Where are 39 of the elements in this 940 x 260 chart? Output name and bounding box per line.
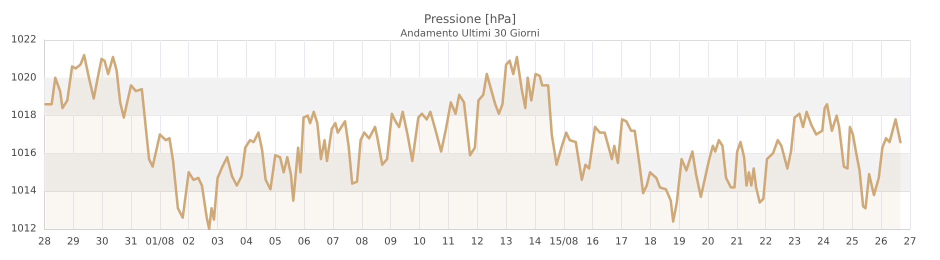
x-tick-label: 04 xyxy=(240,236,253,248)
x-tick-label: 28 xyxy=(38,236,51,248)
x-tick-label: 15/08 xyxy=(549,236,578,248)
x-tick-label: 29 xyxy=(66,236,80,248)
y-tick-label: 1014 xyxy=(10,186,36,197)
x-tick-label: 11 xyxy=(442,236,455,248)
x-tick-label: 09 xyxy=(384,236,398,248)
y-tick-label: 1012 xyxy=(10,224,36,234)
chart-title: Pressione [hPa] xyxy=(424,12,516,26)
x-tick-label: 07 xyxy=(326,236,340,248)
y-tick-label: 1018 xyxy=(10,110,36,122)
x-tick-label: 03 xyxy=(211,236,224,248)
x-tick-label: 12 xyxy=(470,236,484,248)
x-tick-label: 22 xyxy=(759,236,772,248)
x-tick-label: 01/08 xyxy=(145,236,174,248)
x-tick-label: 25 xyxy=(846,236,859,248)
x-tick-label: 31 xyxy=(124,236,138,248)
x-tick-label: 27 xyxy=(904,236,916,248)
x-tick-label: 17 xyxy=(615,236,628,248)
x-tick-label: 21 xyxy=(730,236,744,248)
x-tick-label: 24 xyxy=(817,236,830,248)
y-tick-label: 1022 xyxy=(10,34,36,46)
x-tick-label: 30 xyxy=(96,236,109,248)
x-tick-label: 14 xyxy=(528,236,542,248)
y-tick-label: 1016 xyxy=(10,148,36,159)
x-tick-label: 18 xyxy=(644,236,657,248)
x-tick-label: 23 xyxy=(788,236,801,248)
x-tick-label: 06 xyxy=(298,236,310,248)
x-tick-label: 10 xyxy=(413,236,426,248)
x-tick-label: 08 xyxy=(355,236,368,248)
y-tick-label: 1020 xyxy=(10,72,36,84)
chart-subtitle: Andamento Ultimi 30 Giorni xyxy=(400,28,540,40)
x-tick-label: 26 xyxy=(874,236,888,248)
x-tick-label: 02 xyxy=(182,236,196,248)
x-tick-label: 05 xyxy=(268,236,282,248)
x-tick-label: 16 xyxy=(586,236,599,248)
x-tick-label: 20 xyxy=(702,236,714,248)
x-tick-label: 13 xyxy=(500,236,512,248)
x-tick-label: 19 xyxy=(672,236,686,248)
